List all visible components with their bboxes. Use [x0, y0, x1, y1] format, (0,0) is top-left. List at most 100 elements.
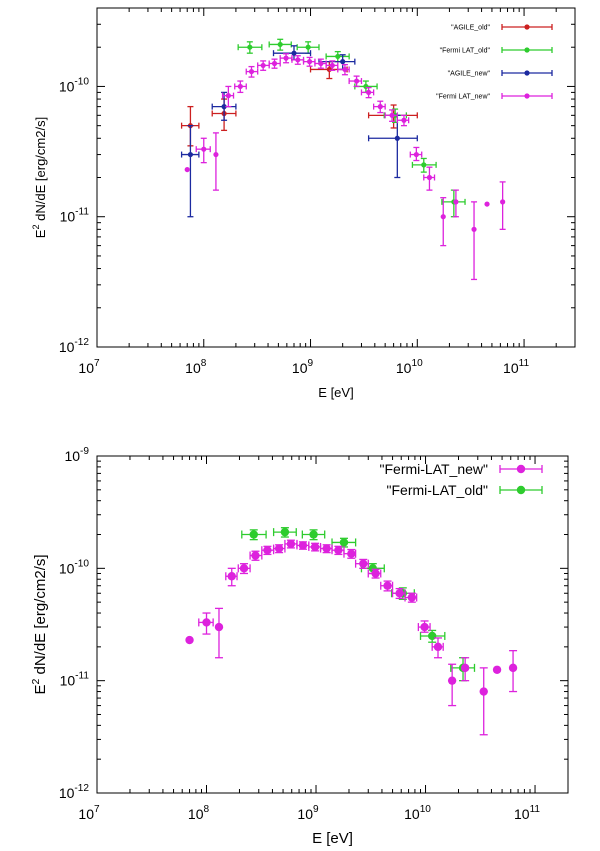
data-point — [395, 589, 404, 598]
data-point — [310, 542, 320, 552]
x-tick-label: 107 — [78, 358, 100, 376]
y-axis-label-base: E — [32, 685, 49, 695]
x-tick-base: 10 — [503, 360, 519, 376]
data-point — [274, 544, 284, 553]
y-tick-label: 10-12 — [59, 337, 90, 355]
x-tick-exp: 9 — [308, 358, 314, 369]
data-point — [420, 622, 429, 632]
x-tick-base: 10 — [297, 806, 313, 822]
data-point — [500, 199, 506, 205]
data-point — [377, 104, 383, 110]
data-point — [306, 59, 313, 65]
y-axis-label-sup: 2 — [31, 224, 41, 229]
data-point — [363, 83, 369, 90]
data-point — [298, 541, 308, 550]
x-tick-label: 1011 — [503, 358, 529, 376]
data-point — [291, 50, 297, 56]
x-tick-base: 10 — [404, 806, 420, 822]
y-tick-label: 10-9 — [64, 446, 89, 464]
x-tick-exp: 7 — [94, 804, 100, 815]
x-tick-base: 10 — [78, 360, 94, 376]
legend: "AGILE_old" "Fermi LAT_old" "AGILE_new" "Fe… — [436, 24, 553, 101]
data-point — [479, 687, 488, 696]
legend-label: "Fermi LAT_new" — [436, 94, 490, 101]
data-point — [318, 60, 324, 67]
data-point — [347, 549, 356, 558]
y-tick-base: 10 — [59, 78, 75, 94]
y-axis-label-base: E — [33, 229, 48, 238]
y-tick-base: 10 — [60, 209, 76, 225]
data-point — [440, 214, 446, 220]
data-point — [185, 635, 194, 645]
x-tick-label: 108 — [188, 804, 210, 822]
data-point — [484, 201, 490, 207]
data-area — [185, 527, 518, 736]
legend-marker — [524, 24, 530, 30]
legend-marker — [516, 464, 526, 474]
data-point — [283, 55, 289, 61]
data-point — [492, 665, 502, 674]
data-point — [247, 44, 253, 50]
data-point — [309, 530, 318, 539]
y-tick-base: 10 — [59, 785, 75, 801]
x-tick-base: 10 — [78, 806, 94, 822]
data-point — [263, 546, 272, 555]
series-4 — [184, 53, 506, 281]
legend-label: "AGILE_old" — [451, 25, 490, 32]
data-point — [184, 166, 190, 173]
y-tick-exp: -11 — [75, 207, 89, 218]
data-point — [433, 642, 443, 652]
data-area — [180, 38, 506, 281]
x-tick-label: 1010 — [404, 804, 431, 822]
data-point — [214, 622, 224, 632]
data-point — [342, 66, 348, 73]
legend-label: "Fermi-LAT_new" — [380, 461, 489, 477]
data-point — [201, 146, 207, 152]
data-point — [202, 618, 211, 627]
y-tick-base: 10 — [59, 560, 75, 576]
data-point — [371, 569, 380, 578]
legend: "Fermi-LAT_new" "Fermi-LAT_old" — [380, 461, 543, 498]
data-point — [427, 631, 437, 641]
legend-marker — [516, 485, 526, 495]
x-tick-label: 109 — [292, 358, 314, 376]
data-point — [353, 78, 360, 84]
data-point — [277, 41, 283, 48]
legend-label: "Fermi-LAT_old" — [387, 482, 489, 498]
data-point — [389, 112, 395, 118]
data-point — [383, 581, 392, 590]
x-tick-exp: 11 — [519, 358, 530, 369]
x-tick-label: 1010 — [396, 358, 423, 376]
x-axis-label: E [eV] — [312, 830, 353, 847]
x-tick-exp: 7 — [94, 358, 100, 369]
data-point — [426, 174, 433, 181]
y-tick-exp: -12 — [74, 783, 89, 794]
y-tick-exp: -9 — [80, 446, 89, 457]
data-point — [213, 151, 219, 158]
data-point — [508, 663, 518, 673]
data-point — [305, 44, 311, 50]
y-tick-label: 10-10 — [59, 558, 90, 576]
x-tick-exp: 11 — [530, 804, 541, 815]
legend-label: "Fermi LAT_old" — [440, 48, 491, 55]
series-1 — [185, 539, 518, 736]
x-tick-exp: 10 — [420, 804, 432, 815]
x-tick-base: 10 — [188, 806, 204, 822]
data-point — [322, 544, 331, 553]
x-tick-label: 108 — [185, 358, 207, 376]
y-axis-label-rest: dN/dE [erg/cm2/s] — [33, 117, 48, 225]
x-tick-exp: 10 — [411, 358, 423, 369]
data-point — [286, 539, 296, 549]
data-point — [453, 199, 459, 205]
plot-frame — [96, 455, 569, 794]
x-tick-exp: 8 — [201, 358, 207, 369]
data-point — [248, 68, 255, 75]
data-point — [187, 151, 194, 158]
x-tick-label: 109 — [297, 804, 319, 822]
data-point — [340, 59, 346, 65]
data-point — [225, 93, 231, 99]
y-tick-exp: -10 — [74, 76, 89, 87]
